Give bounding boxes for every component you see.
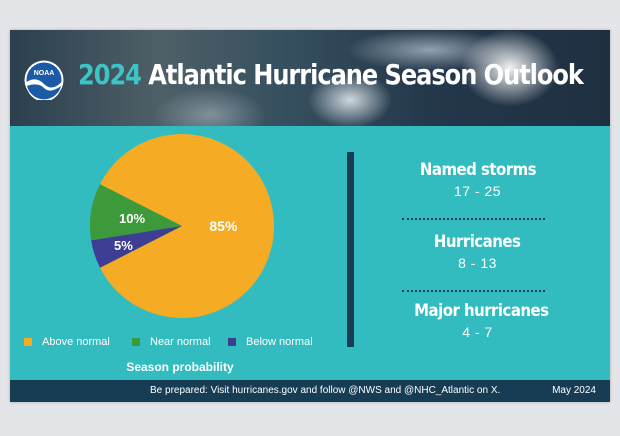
legend-item-above-normal: Above normal — [24, 336, 110, 348]
dotted-divider — [402, 290, 545, 292]
legend-label: Below normal — [246, 336, 313, 348]
column-divider — [347, 152, 354, 347]
legend-label: Above normal — [42, 336, 110, 348]
title-text: Atlantic Hurricane Season Outlook — [148, 58, 584, 91]
chart-legend: Above normal Near normal Below normal — [24, 336, 344, 352]
infographic-card: NOAA 2024 Atlantic Hurricane Season Outl… — [10, 30, 610, 402]
stat-label: Major hurricanes — [414, 301, 549, 321]
pie-slice-label: 85% — [209, 218, 238, 234]
stat-label: Named storms — [419, 160, 536, 180]
stat-hurricanes: Hurricanes 8 - 13 — [405, 232, 550, 271]
footer-bar: Be prepared: Visit hurricanes.gov and fo… — [10, 380, 610, 402]
title-year: 2024 — [78, 58, 142, 91]
satellite-banner: NOAA 2024 Atlantic Hurricane Season Outl… — [10, 30, 610, 126]
dotted-divider — [402, 218, 545, 220]
legend-item-near-normal: Near normal — [132, 336, 211, 348]
pie-slice-near-normal — [90, 184, 182, 241]
logo-text: NOAA — [34, 70, 55, 77]
stat-major-hurricanes: Major hurricanes 4 - 7 — [405, 301, 550, 340]
stat-value: 8 - 13 — [458, 255, 497, 271]
noaa-logo: NOAA — [24, 60, 64, 100]
legend-swatch — [132, 338, 140, 346]
pie-slice-label: 5% — [114, 238, 133, 253]
footer-date: May 2024 — [552, 385, 596, 396]
stat-label: Hurricanes — [434, 232, 521, 252]
legend-item-below-normal: Below normal — [228, 336, 313, 348]
pie-slice-above-normal — [100, 134, 274, 318]
chart-caption: Season probability — [126, 360, 234, 374]
footer-text: Be prepared: Visit hurricanes.gov and fo… — [150, 385, 501, 396]
legend-swatch — [228, 338, 236, 346]
legend-swatch — [24, 338, 32, 346]
pie-slice-label: 10% — [119, 211, 145, 226]
stat-value: 4 - 7 — [462, 324, 493, 340]
stat-value: 17 - 25 — [453, 183, 502, 199]
legend-label: Near normal — [150, 336, 211, 348]
pie-chart: 85% 10% 5% — [90, 134, 274, 318]
pie-slice-below-normal — [91, 226, 182, 268]
page-title: 2024 Atlantic Hurricane Season Outlook — [78, 58, 584, 91]
stat-named-storms: Named storms 17 - 25 — [405, 160, 550, 199]
